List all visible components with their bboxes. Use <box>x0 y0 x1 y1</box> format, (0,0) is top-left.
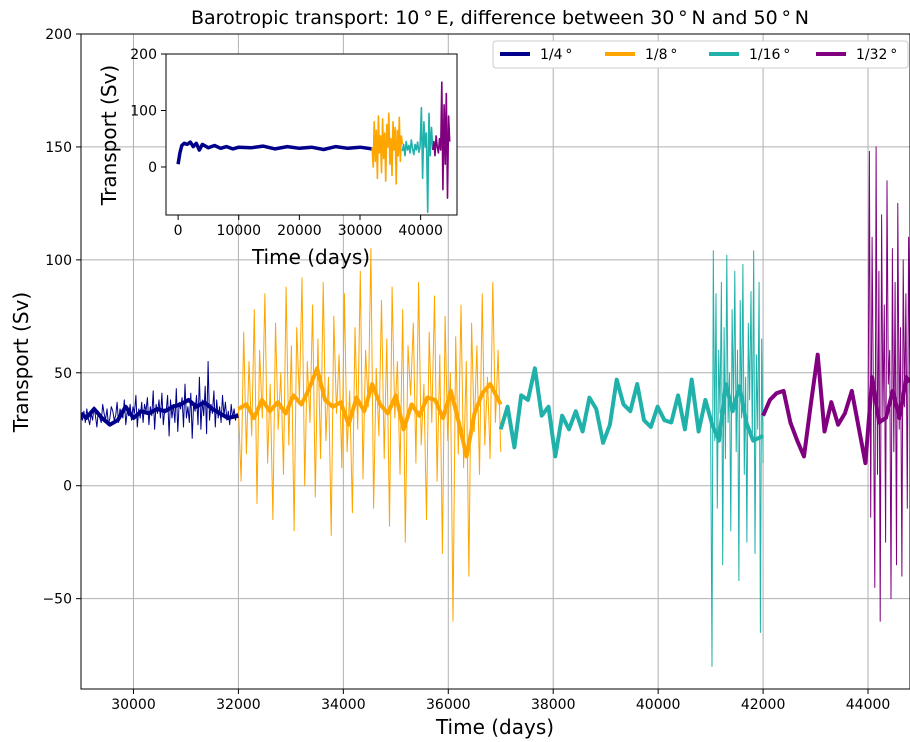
inset-x-tick-label: 40000 <box>398 223 443 239</box>
x-tick-label: 38000 <box>531 697 576 713</box>
series-line <box>81 397 239 427</box>
inset-series-line <box>371 112 404 185</box>
inset-y-ticks: 0 100 200 <box>130 47 166 176</box>
series-line <box>498 366 764 459</box>
inset-series-line <box>176 140 373 165</box>
inset-x-tick-label: 20000 <box>277 223 322 239</box>
main-y-ticks: −50 0 50 100 150 200 <box>42 27 81 608</box>
y-axis-label: Transport (Sv) <box>9 292 33 433</box>
y-tick-label: −50 <box>42 592 72 608</box>
inset-series-line <box>432 81 451 199</box>
chart-title: Barotropic transport: 10 ° E, difference… <box>191 7 809 29</box>
x-tick-label: 44000 <box>846 697 891 713</box>
legend-label: 1/8 ° <box>645 47 677 63</box>
main-x-ticks: 30000 32000 34000 36000 38000 40000 42000 44000 <box>111 689 890 713</box>
series-line <box>237 248 502 622</box>
inset-plot: 0 10000 20000 30000 40000 0 100 200 Time (days… <box>97 47 458 269</box>
inset-x-axis-label: Time (days) <box>251 245 370 269</box>
inset-y-axis-label: Transport (Sv) <box>97 65 121 206</box>
x-tick-label: 32000 <box>216 697 261 713</box>
y-tick-label: 50 <box>54 366 72 382</box>
series-line <box>237 366 503 459</box>
inset-y-tick-label: 100 <box>130 103 157 119</box>
inset-series <box>176 81 451 213</box>
x-tick-label: 34000 <box>321 697 366 713</box>
main-plot: 30000 32000 34000 36000 38000 40000 42000 44000… <box>9 27 910 739</box>
main-series <box>81 146 910 667</box>
y-tick-label: 150 <box>45 140 72 156</box>
series-line <box>867 146 910 622</box>
inset-plot-area <box>166 54 457 215</box>
series-line <box>761 352 910 466</box>
main-plot-frame <box>80 33 910 690</box>
legend-label: 1/16 ° <box>749 47 790 63</box>
inset-x-tick-label: 0 <box>174 223 183 239</box>
x-tick-label: 40000 <box>636 697 681 713</box>
inset-y-tick-label: 200 <box>130 47 157 63</box>
inset-x-tick-label: 30000 <box>338 223 383 239</box>
x-tick-label: 42000 <box>741 697 786 713</box>
legend-label: 1/32 ° <box>856 47 897 63</box>
inset-y-tick-label: 0 <box>148 160 157 176</box>
inset-plot-frame <box>165 53 458 216</box>
x-axis-label: Time (days) <box>435 715 554 739</box>
x-tick-label: 36000 <box>426 697 471 713</box>
legend-box <box>492 40 909 69</box>
inset-series-line <box>401 106 434 213</box>
inset-x-tick-label: 10000 <box>216 223 261 239</box>
y-tick-label: 0 <box>63 479 72 495</box>
y-tick-label: 200 <box>45 27 72 43</box>
legend-label: 1/4 ° <box>540 47 572 63</box>
legend: 1/4 ° 1/8 ° 1/16 ° 1/32 ° <box>492 40 909 69</box>
inset-x-ticks: 0 10000 20000 30000 40000 <box>174 215 443 239</box>
y-tick-label: 100 <box>45 253 72 269</box>
x-tick-label: 30000 <box>111 697 156 713</box>
